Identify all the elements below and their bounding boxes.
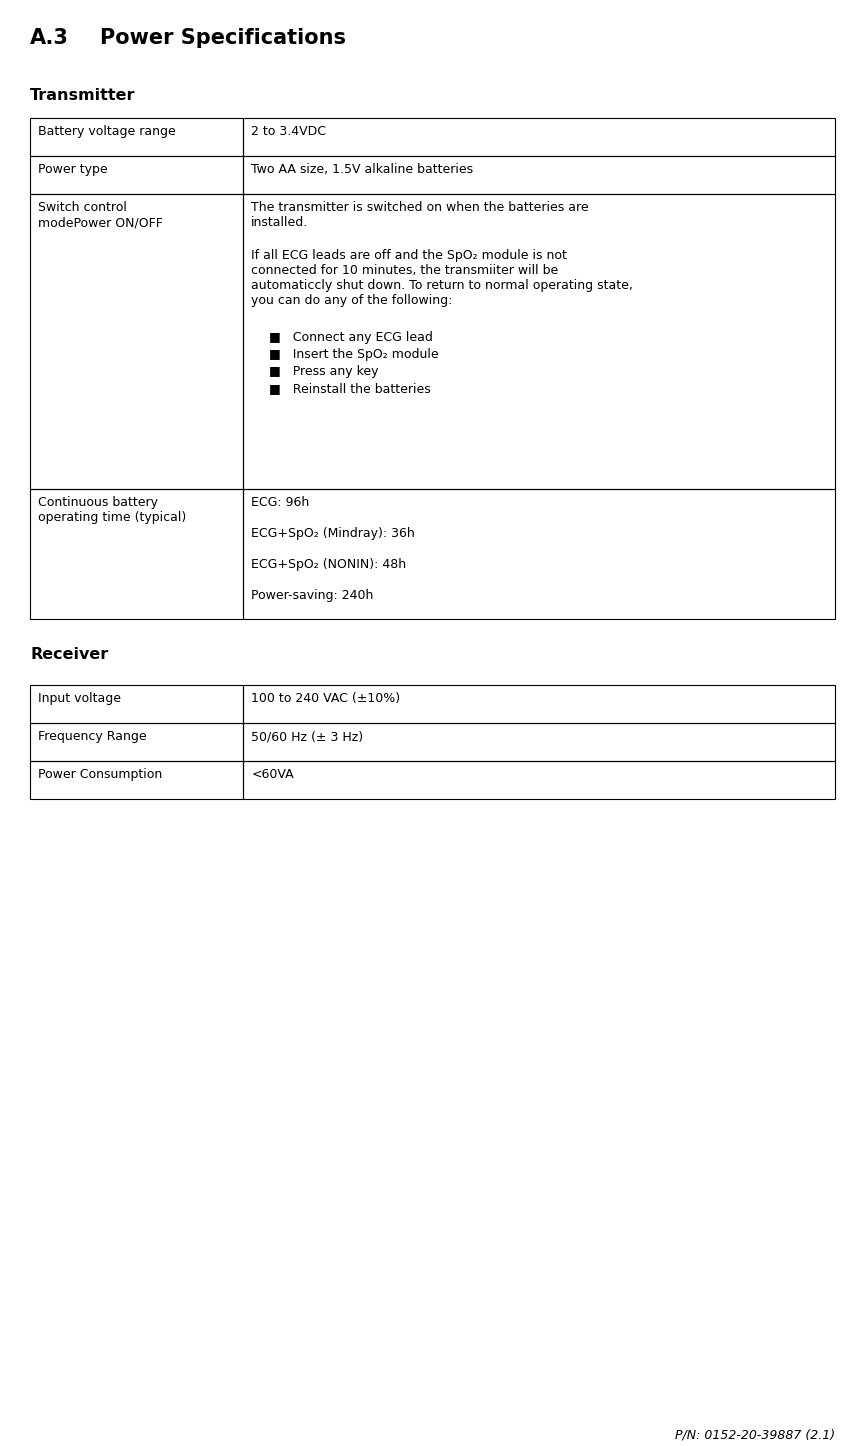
Text: Two AA size, 1.5V alkaline batteries: Two AA size, 1.5V alkaline batteries xyxy=(252,163,473,176)
Text: 2 to 3.4VDC: 2 to 3.4VDC xyxy=(252,124,326,137)
Text: Frequency Range: Frequency Range xyxy=(38,730,147,743)
Bar xyxy=(243,761,835,800)
Text: ECG+SpO₂ (NONIN): 48h: ECG+SpO₂ (NONIN): 48h xyxy=(252,558,407,571)
Text: <60VA: <60VA xyxy=(252,768,294,781)
Text: ■   Insert the SpO₂ module: ■ Insert the SpO₂ module xyxy=(269,348,439,362)
Bar xyxy=(30,489,243,619)
Text: Power Consumption: Power Consumption xyxy=(38,768,163,781)
Bar xyxy=(243,723,835,761)
Text: Continuous battery
operating time (typical): Continuous battery operating time (typic… xyxy=(38,496,186,523)
Text: 100 to 240 VAC (±10%): 100 to 240 VAC (±10%) xyxy=(252,693,400,706)
Text: ECG+SpO₂ (Mindray): 36h: ECG+SpO₂ (Mindray): 36h xyxy=(252,526,415,539)
Text: P/N: 0152-20-39887 (2.1): P/N: 0152-20-39887 (2.1) xyxy=(675,1429,835,1442)
Text: Input voltage: Input voltage xyxy=(38,693,121,706)
Bar xyxy=(30,761,243,800)
Text: ■   Press any key: ■ Press any key xyxy=(269,364,379,377)
Bar xyxy=(243,489,835,619)
Bar xyxy=(243,194,835,489)
Text: The transmitter is switched on when the batteries are
installed.: The transmitter is switched on when the … xyxy=(252,201,589,228)
Bar xyxy=(243,156,835,194)
Text: Power Specifications: Power Specifications xyxy=(100,27,346,48)
Text: Switch control
modePower ON/OFF: Switch control modePower ON/OFF xyxy=(38,201,163,228)
Bar xyxy=(30,685,243,723)
Bar xyxy=(30,194,243,489)
Text: If all ECG leads are off and the SpO₂ module is not
connected for 10 minutes, th: If all ECG leads are off and the SpO₂ mo… xyxy=(252,249,633,307)
Bar xyxy=(30,156,243,194)
Text: Receiver: Receiver xyxy=(30,646,108,662)
Text: ECG: 96h: ECG: 96h xyxy=(252,496,310,509)
Text: A.3: A.3 xyxy=(30,27,69,48)
Bar xyxy=(30,723,243,761)
Text: 50/60 Hz (± 3 Hz): 50/60 Hz (± 3 Hz) xyxy=(252,730,363,743)
Text: ■   Reinstall the batteries: ■ Reinstall the batteries xyxy=(269,382,431,395)
Text: ■   Connect any ECG lead: ■ Connect any ECG lead xyxy=(269,331,433,344)
Text: Transmitter: Transmitter xyxy=(30,88,136,103)
Text: Power-saving: 240h: Power-saving: 240h xyxy=(252,589,374,602)
Text: Power type: Power type xyxy=(38,163,107,176)
Text: Battery voltage range: Battery voltage range xyxy=(38,124,176,137)
Bar xyxy=(30,119,243,156)
Bar xyxy=(243,685,835,723)
Bar xyxy=(243,119,835,156)
